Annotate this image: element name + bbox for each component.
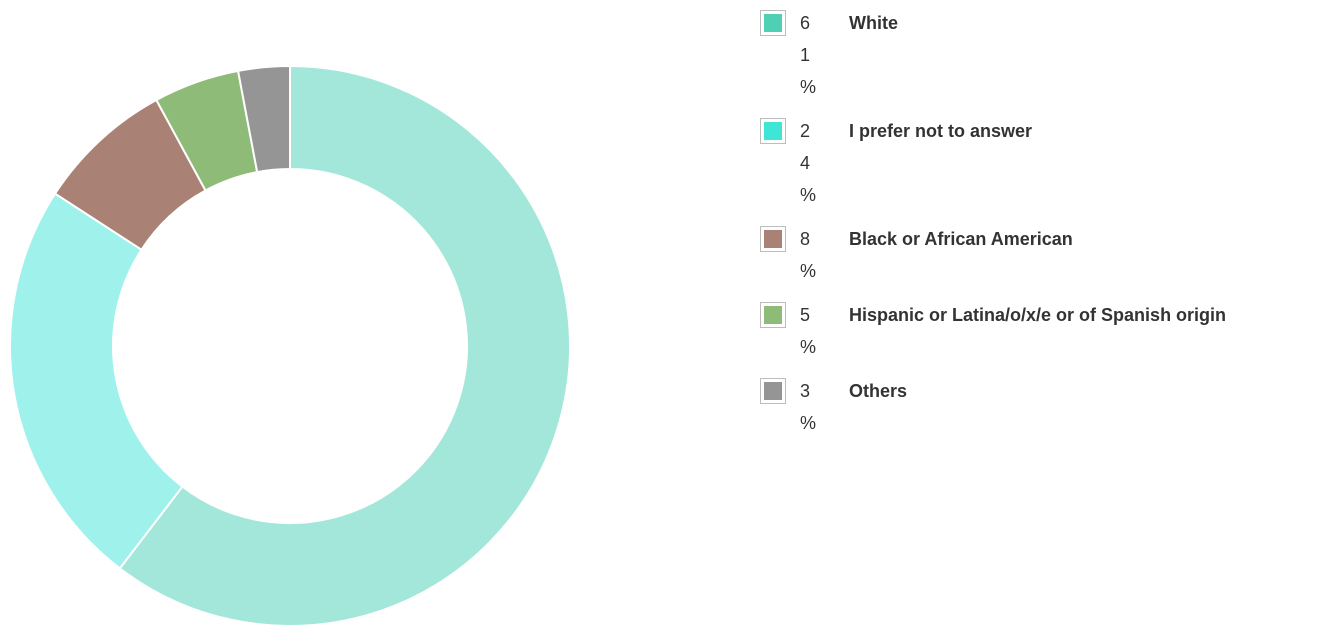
legend-percent: 24% xyxy=(800,121,817,205)
legend-percent: 8% xyxy=(800,229,817,281)
legend-item: 24% I prefer not to answer xyxy=(760,115,1226,211)
legend-label: Hispanic or Latina/o/x/e or of Spanish o… xyxy=(849,305,1227,325)
donut-slice-1 xyxy=(9,192,184,570)
legend-swatch-fill xyxy=(764,382,782,400)
legend-swatch-fill xyxy=(764,230,782,248)
donut-chart xyxy=(9,64,571,626)
legend-swatch-fill xyxy=(764,14,782,32)
donut-slice-4 xyxy=(236,64,291,174)
legend-item: 8% Black or African American xyxy=(760,223,1226,287)
legend-percent: 3% xyxy=(800,381,817,433)
legend-label: Black or African American xyxy=(849,229,1073,249)
legend-swatch-fill xyxy=(764,122,782,140)
legend-label: Others xyxy=(849,381,908,401)
legend-percent: 61% xyxy=(800,13,817,97)
legend-swatch xyxy=(760,118,786,144)
legend-percent: 5% xyxy=(800,305,817,357)
legend-label: White xyxy=(849,13,898,33)
donut-slice-0 xyxy=(118,64,571,626)
legend-item: 5% Hispanic or Latina/o/x/e or of Spanish… xyxy=(760,299,1226,363)
legend-swatch-fill xyxy=(764,306,782,324)
legend-swatch xyxy=(760,226,786,252)
legend-swatch xyxy=(760,10,786,36)
legend-swatch xyxy=(760,378,786,404)
legend-swatch xyxy=(760,302,786,328)
chart-legend: 61% White 24% I prefer not to answer 8% Black… xyxy=(760,7,1226,451)
legend-label: I prefer not to answer xyxy=(849,121,1033,141)
legend-item: 3% Others xyxy=(760,375,1226,439)
legend-item: 61% White xyxy=(760,7,1226,103)
